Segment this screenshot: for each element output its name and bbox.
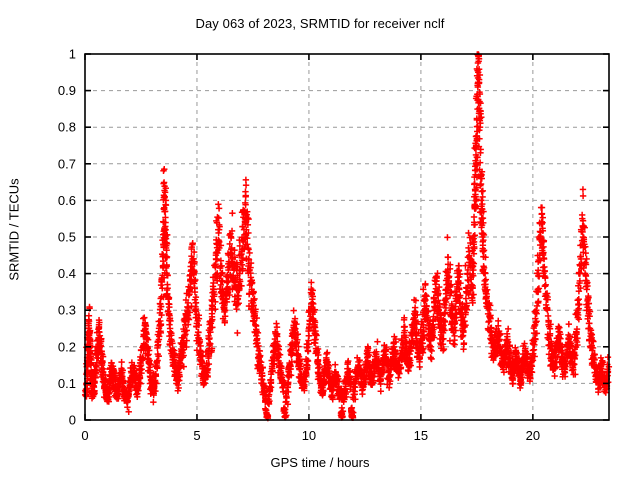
page-title: Day 063 of 2023, SRMTID for receiver ncl… [195,16,445,31]
data-points [81,51,613,422]
axis-ticks [84,53,609,421]
x-axis-label: GPS time / hours [270,455,370,470]
axis-tick-labels: 00.10.20.30.40.50.60.70.80.910 5 10 15 20 [58,47,540,444]
